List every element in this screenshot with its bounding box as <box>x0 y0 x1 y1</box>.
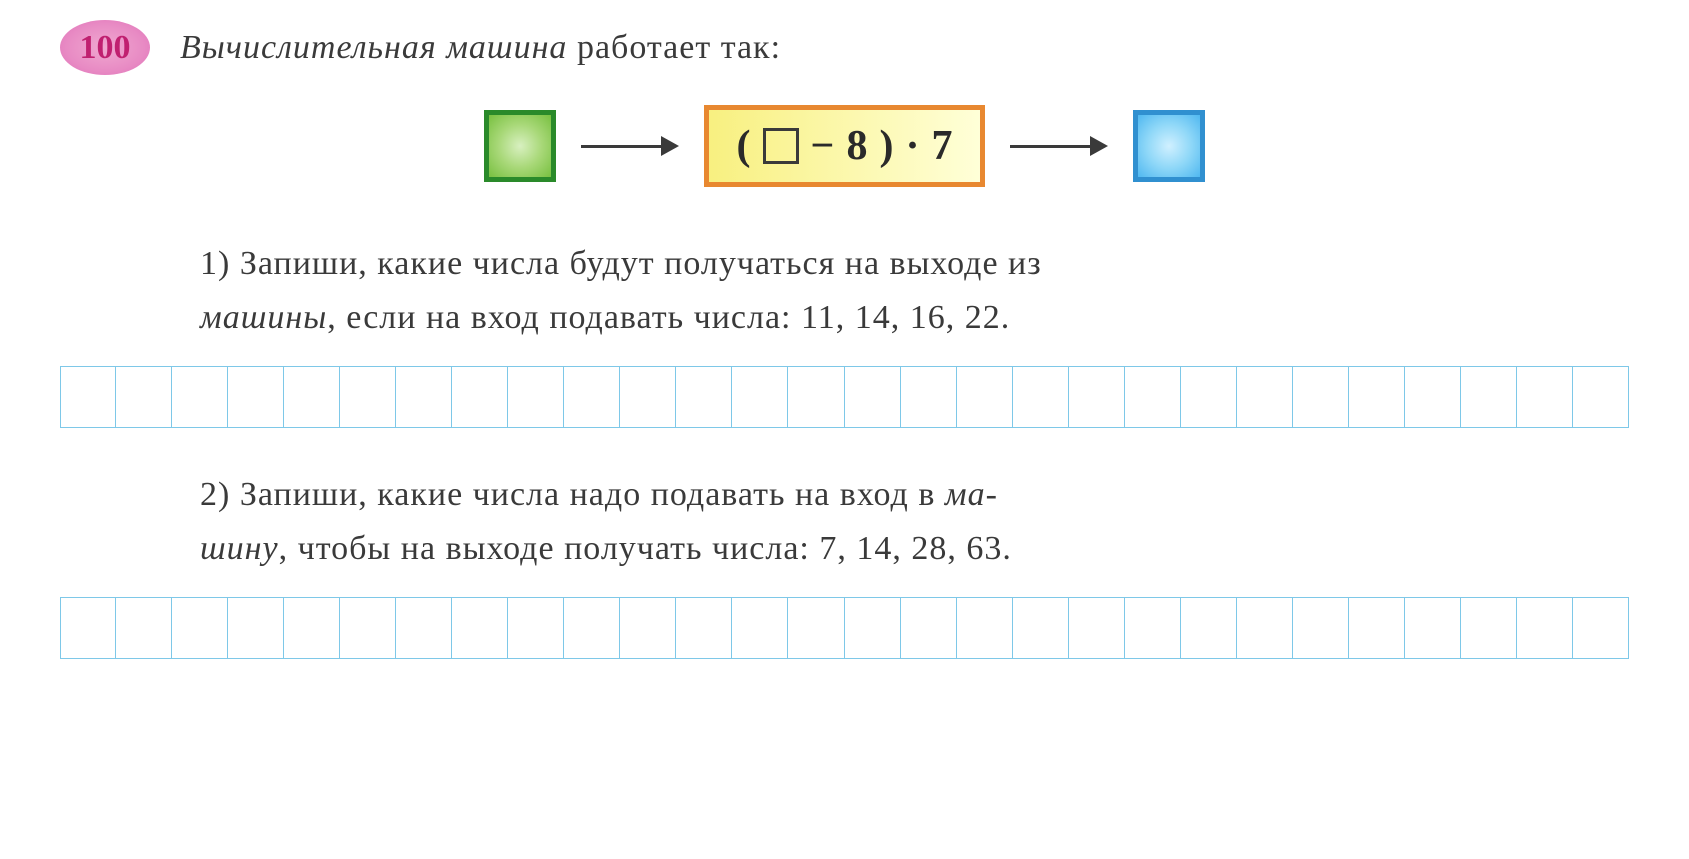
grid-cell[interactable] <box>116 598 172 658</box>
grid-cell[interactable] <box>620 367 676 427</box>
arrow-head <box>661 136 679 156</box>
grid-cell[interactable] <box>1461 598 1517 658</box>
task2-num: 2) <box>200 476 230 513</box>
formula-placeholder-square <box>763 128 799 164</box>
grid-cell[interactable] <box>1181 367 1237 427</box>
grid-cell[interactable] <box>508 367 564 427</box>
formula-close: ) <box>879 122 893 170</box>
grid-cell[interactable] <box>1405 598 1461 658</box>
grid-cell[interactable] <box>957 598 1013 658</box>
header-rest: работает так: <box>567 29 781 66</box>
grid-cell[interactable] <box>1405 367 1461 427</box>
arrow-head <box>1090 136 1108 156</box>
arrow-icon <box>581 136 679 156</box>
task-2: 2) Запиши, какие числа надо подавать на … <box>200 468 1589 577</box>
task2-line2-italic: шину <box>200 530 279 567</box>
answer-grid-1[interactable] <box>60 366 1629 428</box>
grid-cell[interactable] <box>1237 367 1293 427</box>
grid-cell[interactable] <box>396 367 452 427</box>
grid-cell[interactable] <box>1237 598 1293 658</box>
grid-cell[interactable] <box>1517 367 1573 427</box>
output-box <box>1133 110 1205 182</box>
grid-cell[interactable] <box>452 367 508 427</box>
grid-cell[interactable] <box>1013 598 1069 658</box>
grid-cell[interactable] <box>1013 367 1069 427</box>
task1-line2-italic: машины <box>200 299 327 336</box>
grid-cell[interactable] <box>845 367 901 427</box>
formula-value2: 7 <box>931 122 952 170</box>
grid-cell[interactable] <box>284 598 340 658</box>
grid-cell[interactable] <box>228 367 284 427</box>
grid-cell[interactable] <box>172 598 228 658</box>
grid-cell[interactable] <box>1069 367 1125 427</box>
formula-value1: 8 <box>846 122 867 170</box>
grid-cell[interactable] <box>732 598 788 658</box>
grid-cell[interactable] <box>1517 598 1573 658</box>
grid-cell[interactable] <box>172 367 228 427</box>
problem-number: 100 <box>80 29 131 67</box>
header-italic: Вычислительная машина <box>180 29 567 66</box>
header-row: 100 Вычислительная машина работает так: <box>60 20 1629 75</box>
grid-cell[interactable] <box>845 598 901 658</box>
grid-cell[interactable] <box>676 598 732 658</box>
formula-open: ( <box>737 122 751 170</box>
arrow-icon <box>1010 136 1108 156</box>
grid-cell[interactable] <box>60 367 116 427</box>
grid-cell[interactable] <box>788 367 844 427</box>
grid-cell[interactable] <box>1125 367 1181 427</box>
formula-box: ( − 8 ) · 7 <box>704 105 986 187</box>
grid-cell[interactable] <box>1349 598 1405 658</box>
grid-cell[interactable] <box>1293 598 1349 658</box>
grid-cell[interactable] <box>620 598 676 658</box>
problem-number-badge: 100 <box>60 20 150 75</box>
formula-minus: − <box>811 122 835 170</box>
task2-line2-rest: , чтобы на выходе получать числа: 7, 14,… <box>279 530 1012 567</box>
grid-cell[interactable] <box>1349 367 1405 427</box>
task1-line2-rest: , если на вход подавать числа: 11, 14, 1… <box>327 299 1010 336</box>
grid-cell[interactable] <box>676 367 732 427</box>
grid-cell[interactable] <box>116 367 172 427</box>
grid-cell[interactable] <box>1461 367 1517 427</box>
grid-cell[interactable] <box>396 598 452 658</box>
grid-cell[interactable] <box>60 598 116 658</box>
grid-cell[interactable] <box>1293 367 1349 427</box>
grid-cell[interactable] <box>1125 598 1181 658</box>
grid-cell[interactable] <box>340 367 396 427</box>
grid-cell[interactable] <box>1573 598 1629 658</box>
arrow-line <box>1010 145 1090 148</box>
formula-dot: · <box>905 122 919 170</box>
grid-cell[interactable] <box>452 598 508 658</box>
grid-cell[interactable] <box>901 367 957 427</box>
header-text: Вычислительная машина работает так: <box>180 29 781 67</box>
grid-cell[interactable] <box>901 598 957 658</box>
task1-num: 1) <box>200 245 230 282</box>
grid-cell[interactable] <box>1573 367 1629 427</box>
arrow-line <box>581 145 661 148</box>
answer-grid-2[interactable] <box>60 597 1629 659</box>
grid-cell[interactable] <box>1181 598 1237 658</box>
grid-cell[interactable] <box>957 367 1013 427</box>
grid-cell[interactable] <box>788 598 844 658</box>
grid-cell[interactable] <box>508 598 564 658</box>
grid-cell[interactable] <box>228 598 284 658</box>
grid-cell[interactable] <box>732 367 788 427</box>
task-1: 1) Запиши, какие числа будут получаться … <box>200 237 1589 346</box>
grid-cell[interactable] <box>564 367 620 427</box>
grid-cell[interactable] <box>564 598 620 658</box>
grid-cell[interactable] <box>284 367 340 427</box>
grid-cell[interactable] <box>340 598 396 658</box>
diagram: ( − 8 ) · 7 <box>60 105 1629 187</box>
input-box <box>484 110 556 182</box>
task2-line1a: Запиши, какие числа надо подавать на вхо… <box>240 476 945 513</box>
grid-cell[interactable] <box>1069 598 1125 658</box>
task2-line1-italic: ма- <box>945 476 998 513</box>
task1-line1: Запиши, какие числа будут получаться на … <box>240 245 1042 282</box>
